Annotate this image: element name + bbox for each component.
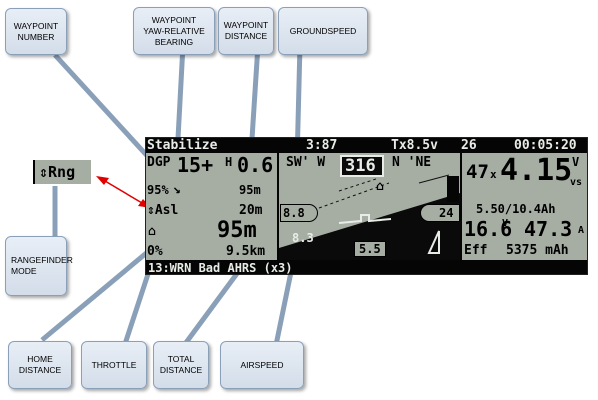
heading-box: 316 [340,155,384,177]
rssi-value: 26 [461,138,477,153]
callout-total-distance: TOTAL DISTANCE [153,341,209,389]
home-direction-icon: ⌂ [376,179,384,194]
groundspeed-box: 8.8 [280,204,318,222]
climb-mid: x [490,168,497,181]
aircraft-symbol-icon [338,214,392,224]
left-divider [277,153,279,260]
osd-screen: Stabilize 3:87 Tx8.5v 26 00:05:20 DGP 15… [145,137,588,275]
flight-mode: Stabilize [147,138,218,153]
vario-indicator [447,176,459,202]
leader-waypoint-number [53,53,153,162]
altitude-box-value: 24 [439,206,454,220]
distance-meters: 95m [239,183,261,197]
callout-waypoint-number: WAYPOINT NUMBER [5,8,67,55]
home-distance: 95m [217,218,257,243]
tx-voltage: Tx8.5v [391,138,438,153]
throttle-percent: 95% [147,183,169,197]
altitude-value: 20m [239,203,263,218]
waypoint-distance: 0.6 [237,153,274,177]
home-icon: ⌂ [148,224,156,239]
battery-capacity: 5.50/10.4Ah [476,202,556,216]
heading-value: 316 [345,156,376,176]
right-divider [460,153,462,260]
speed-small-value: 5.5 [359,242,381,256]
vspeed-unit-vs: vs [570,177,583,188]
current-draw: 47.3 [524,217,573,241]
gps-status: 3:87 [306,138,338,153]
wp-bearing-marker: H [225,155,233,169]
airspeed-value: 8.3 [292,231,314,245]
heading-tape-right: N 'NE [392,155,432,170]
callout-waypoint-bearing: WAYPOINT YAW-RELATIVE BEARING [133,7,215,55]
cell-voltage-unit: V [502,218,509,229]
horizon-ground [279,193,460,260]
groundspeed-value: 8.8 [283,206,305,220]
leader-throttle [122,267,153,345]
home-arrow-icon [427,230,440,254]
rangefinder-widget: ⇕Rng [33,160,91,184]
pitch-ladder-top [338,177,380,192]
speed-small-box: 5.5 [354,241,386,257]
vspeed-unit-v: V [572,155,580,169]
direction-arrow-icon: ↘ [173,182,181,197]
callout-throttle: THROTTLE [81,341,147,389]
waypoint-number: 15+ [177,153,214,177]
callout-home-distance: HOME DISTANCE [8,341,72,389]
total-distance: 9.5km [226,244,266,259]
flight-timer: 00:05:20 [514,138,577,153]
consumed-mah: 5375 mAh [506,243,569,258]
callout-groundspeed: GROUNDSPEED [278,7,368,55]
warning-message: 13:WRN Bad AHRS (x3) [148,261,293,275]
altitude-label: ⇕Asl [147,203,179,218]
callout-rangefinder-mode: RANGEFINDER MODE [5,236,73,296]
heading-tape-left: SW' W [286,155,326,170]
current-unit: A [578,225,585,236]
leader-home-distance [40,248,152,342]
vertical-speed: 4.15 [500,153,573,188]
altitude-box: 24 [420,204,460,222]
throttle-zero: 0% [147,244,163,259]
callout-airspeed: AIRSPEED [220,341,304,389]
pitch-tick [418,174,450,184]
callout-waypoint-distance: WAYPOINT DISTANCE [218,7,274,55]
osd-top-bar: Stabilize 3:87 Tx8.5v 26 00:05:20 [146,138,587,153]
efficiency-label: Eff [464,243,488,258]
cell-voltage: 16.6 [464,217,513,241]
arrow-head-left-icon [96,176,109,185]
pitch-ladder-upper [318,182,390,209]
climb-prefix: 47 [466,161,489,183]
wp-label: DGP [147,155,171,170]
red-double-arrow [104,180,143,204]
artificial-horizon [279,174,460,260]
osd-message-bar: 13:WRN Bad AHRS (x3) [146,260,587,275]
